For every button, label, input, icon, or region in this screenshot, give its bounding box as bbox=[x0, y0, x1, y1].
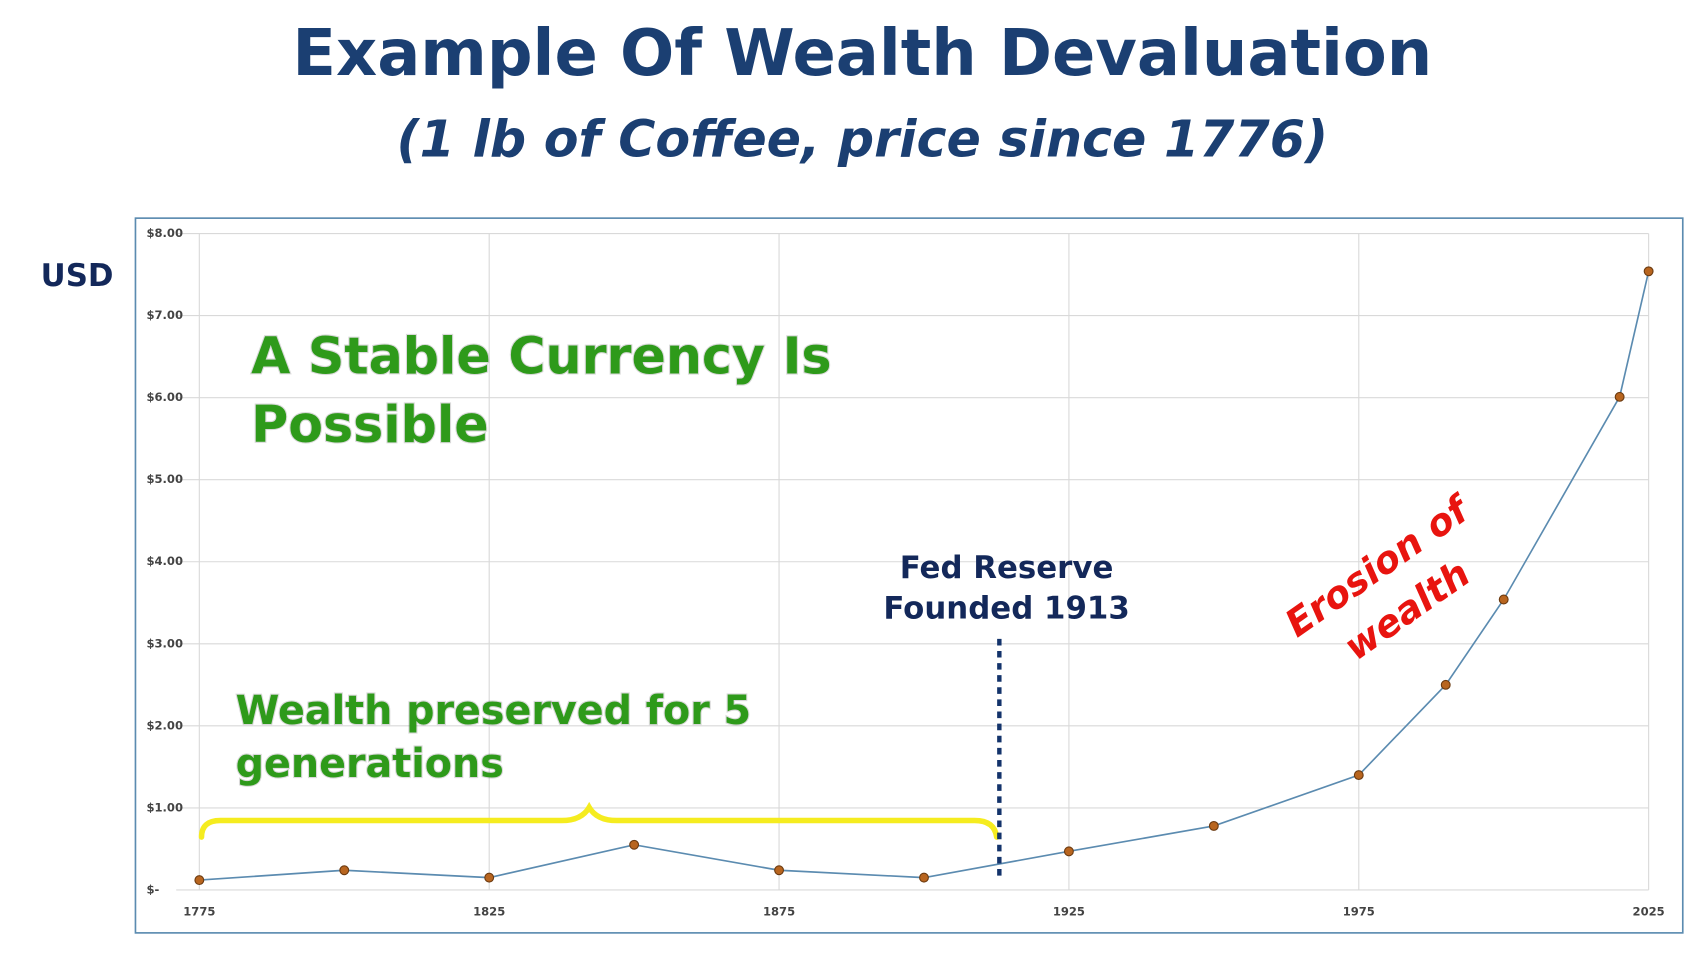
y-tick-label: $7.00 bbox=[146, 308, 183, 322]
point bbox=[339, 865, 350, 876]
y-tick-label: $5.00 bbox=[146, 472, 183, 486]
point bbox=[194, 875, 205, 886]
annotation-text: A Stable Currency Is bbox=[251, 327, 831, 386]
annotation: A Stable Currency Is Possible bbox=[250, 326, 833, 455]
y-tick-label: $3.00 bbox=[146, 636, 183, 650]
point bbox=[919, 872, 929, 883]
annotation: Fed Reserve Founded 1913 bbox=[883, 550, 1129, 627]
grid: $- $1.00 $2.00 $3.00 $4.00 $5.00 $6.00 $7.00 $8.… bbox=[146, 226, 1664, 918]
point bbox=[1614, 391, 1625, 402]
annotation-text: Fed Reserve bbox=[900, 550, 1114, 586]
y-tick-label: $4.00 bbox=[146, 554, 183, 568]
annotation-text: Wealth preserved for 5 bbox=[236, 688, 751, 734]
y-tick-label: $- bbox=[146, 882, 159, 896]
x-tick-label: 1825 bbox=[473, 904, 505, 918]
point bbox=[484, 872, 495, 883]
point bbox=[1440, 679, 1451, 690]
chart-title: Example Of Wealth Devaluation bbox=[292, 17, 1432, 91]
point bbox=[1063, 846, 1074, 857]
point bbox=[1208, 820, 1219, 831]
annotation-text: Founded 1913 bbox=[883, 591, 1129, 627]
y-axis-label: USD bbox=[41, 258, 114, 294]
point bbox=[1353, 770, 1364, 781]
annotation-text: Possible bbox=[251, 395, 489, 454]
marks bbox=[194, 266, 1654, 886]
y-tick-label: $2.00 bbox=[146, 718, 183, 732]
x-tick-label: 1975 bbox=[1343, 904, 1375, 918]
y-tick-label: $1.00 bbox=[146, 800, 183, 814]
x-tick-label: 1775 bbox=[183, 904, 215, 918]
annotations: A Stable Currency Is Possible Wealth prese… bbox=[235, 326, 1480, 876]
x-tick-label: 2025 bbox=[1633, 904, 1665, 918]
point bbox=[1643, 266, 1654, 277]
annotation: Wealth preserved for 5 generations bbox=[235, 687, 753, 788]
brace bbox=[198, 801, 1000, 840]
y-tick-label: $8.00 bbox=[146, 226, 183, 240]
chart-subtitle: (1 lb of Coffee, price since 1776) bbox=[397, 110, 1329, 169]
plot-frame bbox=[134, 217, 1684, 934]
point bbox=[1498, 594, 1509, 605]
x-tick-label: 1875 bbox=[763, 904, 795, 918]
point bbox=[629, 839, 640, 850]
y-tick-label: $6.00 bbox=[146, 390, 183, 404]
point bbox=[774, 865, 785, 876]
annotation-text: generations bbox=[236, 741, 504, 787]
x-tick-label: 1925 bbox=[1053, 904, 1085, 918]
